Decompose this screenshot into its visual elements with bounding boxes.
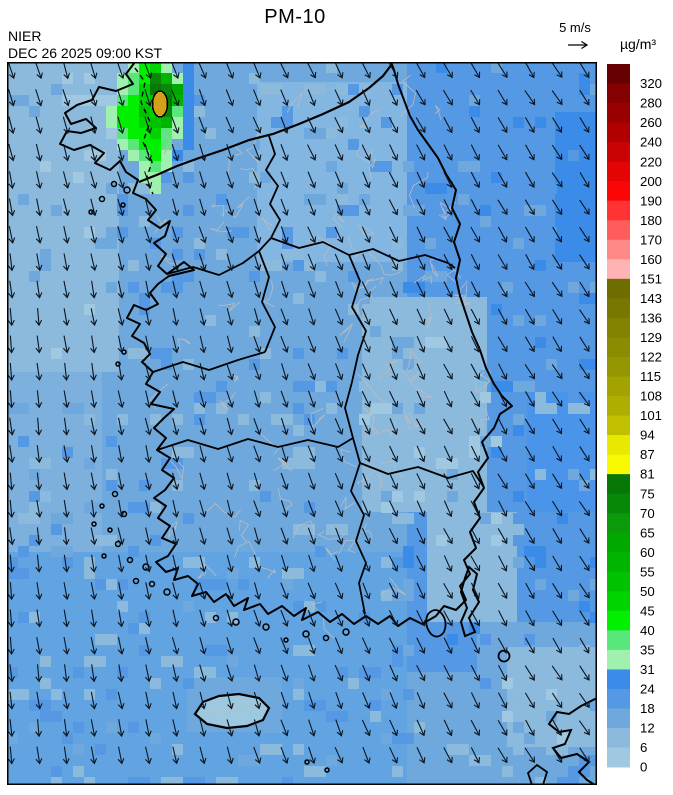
colorbar-segment [607, 396, 630, 416]
colorbar-tick-label: 151 [640, 271, 662, 286]
colorbar-segment [607, 493, 630, 514]
colorbar-tick-label: 320 [640, 76, 662, 91]
geoje-island [425, 609, 447, 638]
colorbar-segment [607, 728, 630, 748]
colorbar-tick-label: 70 [640, 506, 655, 521]
colorbar-segment [607, 317, 630, 338]
colorbar-segment [607, 356, 630, 377]
iki-island [497, 649, 511, 663]
colorbar-tick-label: 220 [640, 154, 662, 169]
colorbar-tick-label: 35 [640, 643, 655, 658]
colorbar-tick-label: 108 [640, 389, 662, 404]
colorbar-segment [607, 435, 630, 455]
wind-legend-arrow-icon [568, 40, 589, 50]
colorbar-segment [607, 376, 630, 397]
colorbar-segment [607, 532, 630, 553]
page-title: PM-10 [264, 6, 326, 28]
colorbar-segment [607, 259, 630, 280]
colorbar-segment [607, 708, 630, 729]
colorbar-tick-label: 94 [640, 428, 655, 443]
colorbar-segment [607, 415, 630, 436]
colorbar-tick-label: 170 [640, 232, 662, 247]
colorbar-segment [607, 64, 630, 84]
colorbar-tick-label: 24 [640, 682, 655, 697]
colorbar-segment [607, 103, 630, 123]
colorbar-segment [607, 298, 630, 319]
colorbar-segment [607, 610, 630, 631]
colorbar-segment [607, 200, 630, 221]
colorbar-segment [607, 83, 630, 104]
colorbar-segment [607, 122, 630, 143]
colorbar-segment [607, 474, 630, 495]
colorbar-segment [607, 630, 630, 651]
agency-label: NIER [8, 28, 42, 44]
colorbar-tick-label: 180 [640, 213, 662, 228]
colorbar-tick-label: 260 [640, 115, 662, 130]
colorbar-segment [607, 161, 630, 182]
colorbar-tick-label: 136 [640, 311, 662, 326]
colorbar-segment [607, 278, 630, 299]
colorbar-segment [607, 669, 630, 690]
military-demarcation-line [138, 63, 393, 184]
colorbar-tick-label: 122 [640, 350, 662, 365]
colorbar-segment [607, 142, 630, 163]
colorbar-tick-label: 40 [640, 623, 655, 638]
colorbar-tick-label: 81 [640, 467, 655, 482]
colorbar-segment [607, 454, 630, 475]
colorbar-tick-label: 75 [640, 486, 655, 501]
colorbar-tick-label: 31 [640, 662, 655, 677]
colorbar-tick-label: 18 [640, 701, 655, 716]
colorbar-tick-label: 280 [640, 96, 662, 111]
colorbar-tick-label: 129 [640, 330, 662, 345]
colorbar-segment [607, 747, 630, 768]
colorbar-segment [607, 552, 630, 573]
pm10-concentration-map [7, 62, 597, 785]
map-frame [7, 62, 597, 785]
colorbar-segment [607, 239, 630, 260]
colorbar-tick-label: 160 [640, 252, 662, 267]
colorbar-unit-label: µg/m³ [619, 36, 657, 52]
hotspot-peak-marker [151, 90, 169, 118]
colorbar-segment [607, 220, 630, 241]
colorbar-tick-label: 240 [640, 135, 662, 150]
colorbar-tick-label: 101 [640, 408, 662, 423]
colorbar-segment [607, 571, 630, 592]
kyushu-coast [547, 697, 597, 785]
coastline [59, 62, 513, 627]
colorbar-tick-label: 0 [640, 760, 647, 775]
wind-vector-field [7, 62, 590, 765]
colorbar-tick-label: 190 [640, 193, 662, 208]
colorbar-tick-label: 87 [640, 447, 655, 462]
colorbar-tick-label: 6 [640, 740, 647, 755]
colorbar-tick-label: 143 [640, 291, 662, 306]
jeju-island [193, 692, 271, 730]
colorbar-tick-label: 65 [640, 525, 655, 540]
islands [88, 180, 597, 785]
colorbar-segment [607, 688, 630, 709]
colorbar-tick-label: 60 [640, 545, 655, 560]
colorbar-tick-label: 200 [640, 174, 662, 189]
wind-speed-legend: 5 m/s [559, 20, 591, 35]
colorbar-tick-label: 12 [640, 721, 655, 736]
colorbar-tick-label: 55 [640, 564, 655, 579]
colorbar-tick-label: 115 [640, 369, 661, 384]
colorbar-segment [607, 591, 630, 612]
colorbar-tick-label: 50 [640, 584, 655, 599]
colorbar-segment [607, 513, 630, 534]
timestamp-label: DEC 26 2025 09:00 KST [8, 45, 163, 61]
colorbar-segment [607, 337, 630, 358]
colorbar-segment [607, 181, 630, 202]
colorbar-tick-label: 45 [640, 603, 655, 618]
colorbar-segment [607, 649, 630, 670]
colorbar: 3202802602402202001901801701601511431361… [607, 64, 662, 775]
